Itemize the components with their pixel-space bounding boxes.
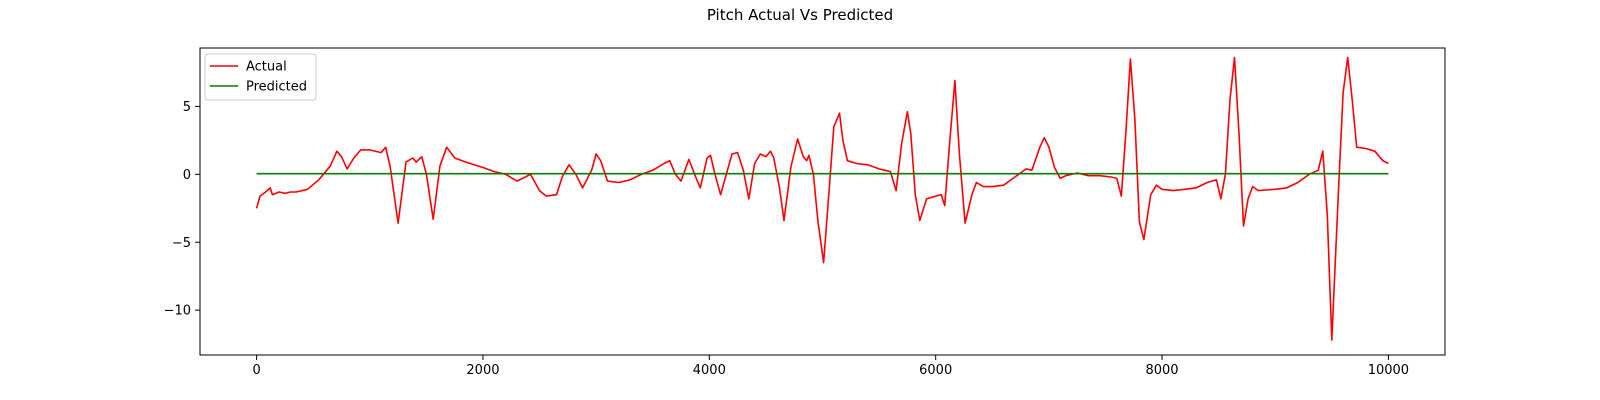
x-tick-label: 0 bbox=[252, 363, 260, 378]
series-line-actual bbox=[255, 56, 1389, 341]
legend: Actual Predicted bbox=[204, 53, 317, 101]
y-tick-label: 5 bbox=[183, 100, 191, 115]
legend-label-predicted: Predicted bbox=[246, 80, 307, 95]
x-tick-label: 2000 bbox=[466, 363, 499, 378]
legend-label-actual: Actual bbox=[246, 60, 287, 75]
y-tick-label: −5 bbox=[172, 236, 191, 251]
y-tick-label: −10 bbox=[164, 304, 191, 319]
y-tick-label: 0 bbox=[183, 168, 191, 183]
x-tick-label: 10000 bbox=[1368, 363, 1409, 378]
x-tick-label: 4000 bbox=[693, 363, 726, 378]
series-layer bbox=[255, 56, 1389, 341]
chart-title: Pitch Actual Vs Predicted bbox=[707, 6, 893, 24]
x-axis: 0 2000 4000 6000 8000 10000 bbox=[252, 355, 1409, 378]
x-tick-label: 8000 bbox=[1145, 363, 1178, 378]
x-tick-label: 6000 bbox=[919, 363, 952, 378]
y-axis: −10 −5 0 5 bbox=[164, 100, 200, 319]
plot-frame bbox=[199, 47, 1446, 356]
